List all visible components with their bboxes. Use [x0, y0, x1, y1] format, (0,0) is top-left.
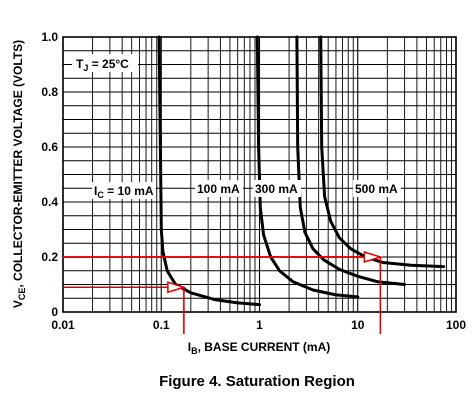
- y-tick-label: 0.8: [41, 85, 58, 99]
- series-label-100ma: 100 mA: [197, 182, 240, 196]
- condition-label-bg: [72, 54, 138, 72]
- plot-frame: [62, 36, 457, 313]
- y-tick-label: 0.4: [41, 195, 58, 209]
- series-curve-3: [319, 35, 446, 269]
- annotation-arrowhead-0: [167, 281, 187, 294]
- x-tick-label: 1: [256, 318, 263, 332]
- series-label-300ma: 300 mA: [255, 182, 298, 196]
- series-curve-0: [157, 35, 261, 307]
- series-label-bg: [195, 180, 243, 197]
- series-label-bg: [253, 180, 301, 197]
- y-tick-label: 1.0: [41, 30, 58, 44]
- x-tick-label: 0.01: [51, 318, 75, 332]
- series-label-bg: [92, 182, 156, 199]
- tick-labels: 0.01 0.1 1 10 100 0 0.2 0.4 0.6 0.8 1.0: [41, 30, 466, 332]
- y-tick-label: 0: [51, 305, 58, 319]
- annotations: [63, 250, 383, 334]
- condition-label: TJ = 25°C: [76, 57, 129, 73]
- series-label-bg: [353, 180, 401, 197]
- series-label-10ma: IC = 10 mA: [94, 184, 154, 200]
- x-tick-label: 100: [446, 318, 466, 332]
- y-tick-label: 0.6: [41, 140, 58, 154]
- x-tick-label: 10: [351, 318, 365, 332]
- y-tick-label: 0.2: [41, 250, 58, 264]
- y-axis-label: VCE, COLLECTOR-EMITTER VOLTAGE (VOLTS): [11, 40, 27, 308]
- series-curve-2: [295, 35, 407, 286]
- x-axis-label: IB, BASE CURRENT (mA): [188, 340, 331, 356]
- annotation-arrowhead-1: [363, 250, 383, 264]
- figure-caption: Figure 4. Saturation Region: [159, 373, 355, 390]
- curves: [157, 35, 446, 307]
- x-tick-label: 0.1: [153, 318, 170, 332]
- series-curve-1: [255, 35, 360, 299]
- series-label-500ma: 500 mA: [355, 182, 398, 196]
